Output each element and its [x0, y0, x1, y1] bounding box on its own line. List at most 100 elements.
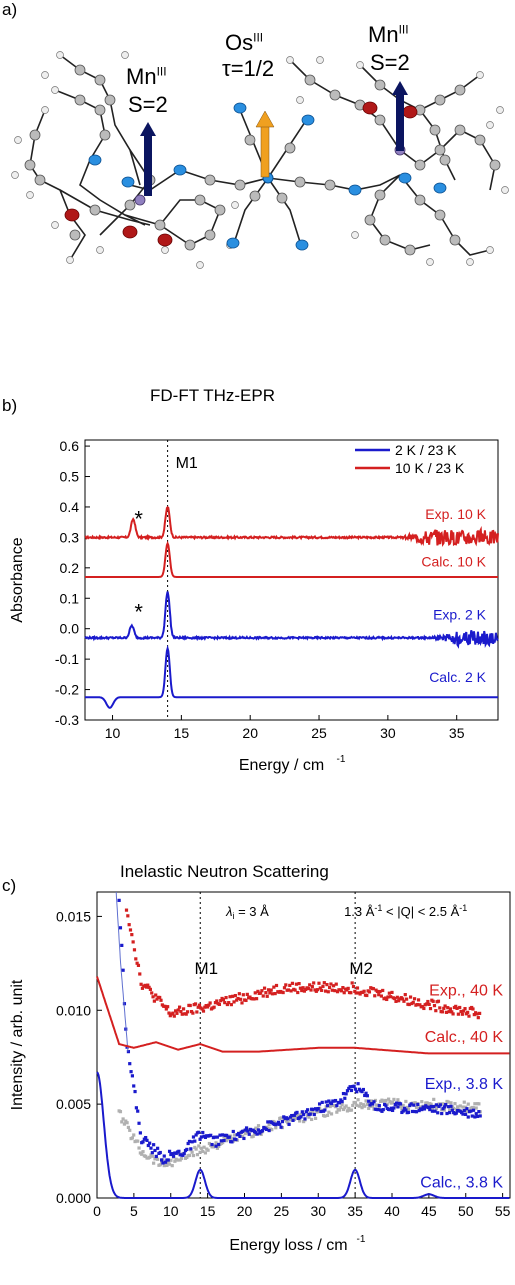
- chart-c-data-point: [355, 1103, 359, 1107]
- chart-c-data-point: [296, 1114, 300, 1118]
- chart-c-data-point: [274, 1126, 278, 1130]
- chart-c-data-point: [273, 991, 277, 996]
- chart-c-data-point: [325, 1113, 330, 1118]
- spin-arrows: [140, 81, 408, 196]
- chart-c-data-point: [137, 1121, 141, 1125]
- chart-c-data-point: [153, 1148, 157, 1153]
- oxygen-atoms: [64, 101, 418, 247]
- chart-c-data-point: [341, 986, 345, 990]
- chart-c-data-point: [394, 999, 398, 1003]
- chart-c-data-point: [244, 998, 248, 1003]
- chart-c-data-point: [298, 1119, 302, 1123]
- chart-c-data-point: [148, 1155, 152, 1159]
- carbon-atoms: [24, 64, 501, 256]
- chart-c-data-point: [335, 1104, 339, 1108]
- chart-c-data-point: [122, 1122, 127, 1126]
- chart-c-data-point: [276, 1120, 281, 1124]
- chart-c-data-point: [451, 1012, 455, 1016]
- chart-c-data-point: [326, 990, 330, 994]
- chart-c-data-point: [268, 991, 272, 995]
- chart-c-data-point: [264, 991, 268, 995]
- chart-b-ytick-label: -0.1: [55, 651, 79, 667]
- chart-c-data-point: [354, 991, 358, 995]
- chart-c-data-point: [403, 993, 407, 997]
- chart-c-data-point: [350, 981, 354, 985]
- chart-c-data-point: [418, 1105, 423, 1109]
- chart-c-data-point: [389, 995, 393, 999]
- chart-c-data-point: [449, 1101, 453, 1105]
- chart-c-ytick-label: 0.005: [56, 1096, 91, 1112]
- chart-c-data-point: [188, 1003, 192, 1008]
- chart-c-data-point: [294, 1116, 298, 1120]
- chart-c-data-point: [260, 989, 264, 993]
- chart-c-data-point: [458, 1005, 462, 1010]
- chart-c-data-point: [181, 1153, 185, 1157]
- chart-c-data-point: [129, 1070, 133, 1074]
- chart-c-data-point: [222, 1138, 226, 1143]
- chart-c-data-point: [195, 1010, 199, 1014]
- chart-c-data-point: [303, 1117, 307, 1121]
- chart-c-data-point: [407, 1002, 411, 1007]
- chart-c-data-point: [243, 1132, 247, 1136]
- chart-c-data-point: [385, 997, 389, 1002]
- chart-c-data-point: [450, 1010, 454, 1014]
- chart-c-data-point: [446, 1105, 450, 1109]
- chart-c-data-point: [433, 1109, 437, 1113]
- chart-c-data-point: [316, 988, 320, 992]
- chart-c-data-point: [120, 1120, 124, 1124]
- chart-c-data-point: [163, 1160, 168, 1164]
- chart-b: 10 15 20 25 30 35 -0.3 -0.2 -0.1 0.0 0.1 0.2 0.3 0.4 0…: [9, 438, 499, 774]
- chart-c-data-point: [414, 1105, 419, 1110]
- chart-c-data-point: [422, 1107, 427, 1111]
- chart-c-data-point: [331, 984, 336, 988]
- chart-c-data-point: [193, 1139, 197, 1143]
- chart-c-data-point: [306, 986, 310, 991]
- chart-c-data-point: [445, 1111, 449, 1116]
- chart-c-data-point: [141, 1140, 145, 1144]
- chart-c-data-point: [454, 1111, 458, 1115]
- chart-c-data-point: [185, 1010, 190, 1014]
- chart-c-data-point: [353, 1101, 358, 1105]
- chart-c-data-point: [345, 988, 349, 992]
- chart-c-data-point: [344, 1092, 348, 1096]
- chart-c-data-point: [392, 1097, 396, 1102]
- chart-b-ytick-label: 0.5: [60, 469, 80, 485]
- mn-right-spin-arrow-icon: [392, 81, 408, 151]
- mn-left-spin-arrow-icon: [140, 122, 156, 196]
- chart-c-data-point: [244, 1126, 249, 1130]
- chart-c-data-point: [401, 1103, 405, 1108]
- chart-c-data-point: [197, 1130, 201, 1134]
- chart-c-data-point: [240, 1129, 245, 1133]
- chart-c-data-point: [369, 1099, 373, 1103]
- chart-b-series-label: Calc. 2 K: [429, 669, 486, 685]
- chart-c-data-point: [459, 1009, 463, 1014]
- chart-c-data-point: [118, 926, 123, 930]
- chart-c-data-point: [466, 1115, 470, 1119]
- chart-c-data-point: [274, 983, 279, 988]
- chart-c-data-point: [247, 1132, 251, 1136]
- chart-c-data-point: [191, 1011, 195, 1015]
- chart-c-data-point: [471, 1106, 476, 1110]
- chart-c-data-point: [461, 1112, 465, 1116]
- chart-c-data-point: [349, 1108, 354, 1112]
- chart-c-data-point: [187, 1139, 192, 1144]
- chart-b-title: FD-FT THz-EPR: [150, 386, 275, 405]
- chart-c-data-point: [214, 1141, 218, 1145]
- chart-b-series-line: [85, 540, 498, 578]
- chart-c-data-point: [150, 1154, 154, 1158]
- chart-c-data-point: [414, 1110, 419, 1114]
- chart-c-data-point: [221, 997, 226, 1002]
- chart-c-data-point: [320, 988, 324, 992]
- chart-c-data-point: [381, 988, 385, 993]
- chart-c-data-point: [355, 986, 360, 990]
- chart-c-data-point: [221, 1141, 225, 1145]
- chart-b-ytick-label: 0.2: [60, 560, 80, 576]
- chart-c-data-point: [134, 957, 138, 961]
- chart-c-data-point: [314, 989, 318, 993]
- chart-c-data-point: [353, 1087, 358, 1091]
- chart-c-data-point: [256, 1124, 261, 1128]
- chart-b-ytick-label: 0.6: [60, 438, 80, 454]
- chart-c-data-point: [440, 1111, 444, 1116]
- chart-c-data-point: [205, 1005, 210, 1009]
- chart-c-data-point: [441, 1107, 445, 1111]
